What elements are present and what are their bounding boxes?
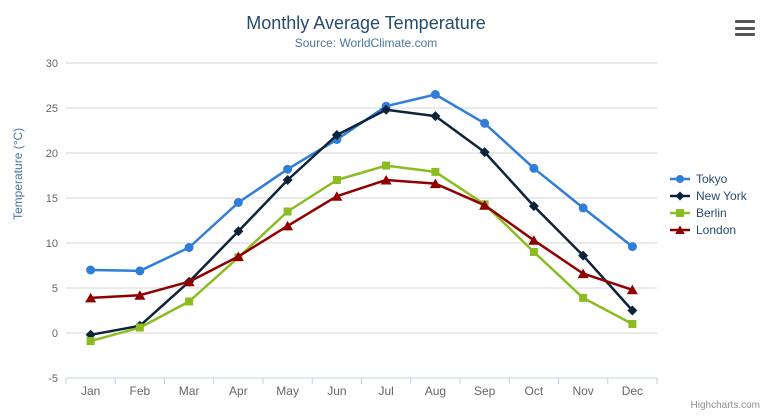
series-line-new-york[interactable]: [90, 108, 634, 337]
x-axis-label: Sep: [474, 384, 496, 398]
marker-london-oct[interactable]: [528, 235, 540, 245]
export-menu-button[interactable]: [735, 19, 759, 37]
hamburger-icon: [735, 20, 755, 23]
legend-marker-square-icon: [670, 209, 690, 217]
x-axis-label: Nov: [572, 384, 593, 398]
marker-tokyo-aug[interactable]: [430, 90, 440, 99]
y-axis-label: 15: [46, 193, 58, 205]
x-axis-label: May: [276, 384, 299, 398]
marker-london-dec[interactable]: [626, 284, 638, 295]
marker-new-york-jul[interactable]: [381, 104, 392, 115]
marker-london-feb[interactable]: [134, 290, 146, 300]
marker-new-york-sep[interactable]: [479, 147, 490, 158]
marker-tokyo-jan[interactable]: [86, 265, 96, 275]
marker-london-jun[interactable]: [331, 191, 343, 201]
y-axis-label: 30: [46, 58, 58, 70]
marker-tokyo-feb[interactable]: [135, 266, 145, 276]
x-axis-label: Jul: [378, 384, 393, 398]
x-axis-label: Dec: [622, 384, 643, 398]
hamburger-icon: [735, 26, 755, 30]
legend-label: London: [696, 223, 737, 237]
series-line-berlin[interactable]: [90, 164, 633, 343]
marker-berlin-jul[interactable]: [382, 161, 391, 170]
marker-berlin-nov[interactable]: [579, 293, 588, 302]
series-line-london[interactable]: [90, 178, 633, 300]
y-axis-title: Temperature (°C): [11, 127, 25, 220]
marker-london-mar[interactable]: [183, 276, 195, 287]
y-axis-label: 5: [52, 283, 58, 295]
legend-marker-diamond-icon: [670, 191, 690, 201]
legend-marker-circle-icon: [670, 175, 690, 183]
y-axis-label: -5: [48, 373, 58, 385]
x-axis-label: Feb: [130, 384, 151, 398]
y-axis-label: 20: [46, 148, 58, 160]
marker-tokyo-nov[interactable]: [578, 203, 588, 213]
marker-tokyo-dec[interactable]: [627, 242, 637, 252]
marker-tokyo-sep[interactable]: [480, 118, 490, 128]
marker-tokyo-mar[interactable]: [184, 243, 194, 252]
marker-berlin-dec[interactable]: [628, 320, 637, 328]
marker-new-york-apr[interactable]: [233, 226, 244, 237]
y-axis-label: 10: [46, 238, 58, 250]
legend-item-new-york[interactable]: New York: [670, 188, 747, 204]
marker-new-york-nov[interactable]: [578, 250, 589, 261]
marker-london-aug[interactable]: [429, 178, 441, 189]
marker-berlin-feb[interactable]: [135, 323, 144, 332]
marker-berlin-oct[interactable]: [529, 248, 538, 256]
legend-label: Tokyo: [696, 172, 728, 186]
legend-item-london[interactable]: London: [670, 222, 747, 238]
marker-london-may[interactable]: [282, 220, 294, 231]
y-axis-label: 0: [52, 328, 58, 340]
chart-subtitle: Source: WorldClimate.com: [294, 36, 438, 50]
legend-label: Berlin: [696, 206, 727, 220]
marker-tokyo-may[interactable]: [283, 164, 293, 174]
x-axis-label: Jan: [81, 384, 100, 398]
marker-london-jul[interactable]: [380, 175, 392, 185]
marker-london-sep[interactable]: [479, 200, 491, 210]
x-axis-label: Oct: [525, 384, 544, 398]
marker-tokyo-oct[interactable]: [529, 163, 539, 173]
chart-title: Monthly Average Temperature: [246, 13, 486, 33]
marker-new-york-dec[interactable]: [627, 305, 638, 316]
x-axis-label: Apr: [229, 384, 248, 398]
marker-new-york-oct[interactable]: [528, 201, 539, 212]
x-axis-label: Mar: [179, 384, 200, 398]
y-axis-label: 25: [46, 103, 58, 115]
legend: Tokyo New York Berlin London: [670, 171, 747, 239]
marker-london-jan[interactable]: [85, 292, 97, 303]
marker-berlin-jan[interactable]: [86, 337, 95, 346]
legend-marker-triangle-icon: [670, 225, 690, 234]
marker-berlin-mar[interactable]: [185, 297, 194, 306]
marker-berlin-jun[interactable]: [332, 176, 341, 184]
x-axis-label: Jun: [327, 384, 346, 398]
marker-london-nov[interactable]: [577, 268, 589, 279]
marker-new-york-may[interactable]: [282, 175, 293, 185]
legend-label: New York: [696, 189, 747, 203]
legend-item-tokyo[interactable]: Tokyo: [670, 171, 747, 187]
marker-new-york-jun[interactable]: [331, 130, 342, 140]
credits-link[interactable]: Highcharts.com: [690, 400, 760, 411]
hamburger-icon: [735, 33, 755, 36]
x-axis-label: Aug: [425, 384, 446, 398]
series-line-tokyo[interactable]: [90, 93, 634, 273]
marker-berlin-aug[interactable]: [431, 167, 440, 176]
legend-item-berlin[interactable]: Berlin: [670, 205, 747, 221]
marker-tokyo-apr[interactable]: [233, 198, 243, 207]
marker-london-apr[interactable]: [232, 251, 244, 262]
marker-berlin-may[interactable]: [283, 207, 292, 216]
marker-new-york-aug[interactable]: [430, 111, 441, 122]
